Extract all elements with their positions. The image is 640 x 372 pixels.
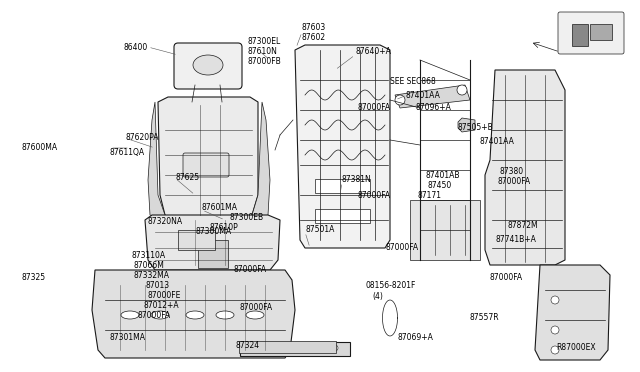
Bar [590,24,612,40]
Circle shape [272,345,278,351]
Text: 87872M: 87872M [508,221,539,230]
Text: 87603: 87603 [302,23,326,32]
Ellipse shape [186,311,204,319]
Circle shape [551,346,559,354]
Text: 87501A: 87501A [305,225,334,234]
Text: 87000FB: 87000FB [248,58,282,67]
Circle shape [312,345,318,351]
Text: 87611QA: 87611QA [110,148,145,157]
Polygon shape [535,265,610,360]
Text: 87401AB: 87401AB [425,170,460,180]
Text: 87066M: 87066M [134,262,165,270]
Bar [315,179,370,193]
Text: 87013: 87013 [145,282,169,291]
Ellipse shape [121,311,139,319]
Text: 87401AA: 87401AA [405,90,440,99]
FancyBboxPatch shape [558,12,624,54]
Polygon shape [485,70,565,265]
Text: 87610P: 87610P [210,224,239,232]
Text: 87324: 87324 [236,340,260,350]
Text: 87610N: 87610N [248,48,278,57]
Text: 87741B+A: 87741B+A [495,235,536,244]
Text: 87380: 87380 [500,167,524,176]
Circle shape [252,345,258,351]
Text: 86400: 86400 [124,42,148,51]
Text: (4): (4) [372,292,383,301]
Text: 87000FA: 87000FA [358,103,391,112]
Polygon shape [178,230,215,250]
Polygon shape [252,102,270,220]
Text: 87012+A: 87012+A [144,301,180,311]
Text: 87000FA: 87000FA [498,177,531,186]
Polygon shape [145,215,280,270]
Text: 87625: 87625 [175,173,199,183]
Circle shape [332,345,338,351]
FancyBboxPatch shape [183,153,229,177]
Polygon shape [295,45,390,248]
Text: 87000FA: 87000FA [358,192,391,201]
Text: 87450: 87450 [428,182,452,190]
Text: R87000EX: R87000EX [556,343,596,353]
Text: 87602: 87602 [302,33,326,42]
Text: 87601MA: 87601MA [202,203,238,212]
Circle shape [551,296,559,304]
Text: 87620PA: 87620PA [125,134,159,142]
Circle shape [395,95,405,105]
Circle shape [551,326,559,334]
Text: 87640+A: 87640+A [355,48,391,57]
Polygon shape [148,102,165,220]
Circle shape [292,345,298,351]
Text: 87000FA: 87000FA [490,273,523,282]
Text: 87381N: 87381N [342,176,372,185]
Text: 87505+B: 87505+B [458,124,493,132]
Text: 87000FA: 87000FA [234,266,267,275]
Polygon shape [92,270,295,358]
Text: 87000FE: 87000FE [148,292,181,301]
FancyBboxPatch shape [239,341,336,353]
Text: 87171: 87171 [418,192,442,201]
Circle shape [457,85,467,95]
Polygon shape [458,118,475,132]
Polygon shape [395,85,470,108]
Text: 87300MA: 87300MA [195,228,231,237]
Bar [572,24,588,46]
Text: 87069+A: 87069+A [398,334,434,343]
Polygon shape [410,200,480,260]
Text: 87332MA: 87332MA [134,272,170,280]
FancyBboxPatch shape [240,342,350,356]
Text: 87300EB: 87300EB [230,214,264,222]
Text: 87401AA: 87401AA [480,138,515,147]
Ellipse shape [193,55,223,75]
Text: 87320NA: 87320NA [148,218,183,227]
Ellipse shape [151,311,169,319]
Ellipse shape [216,311,234,319]
Text: 87301MA: 87301MA [110,334,146,343]
Text: 87000FA: 87000FA [385,244,418,253]
Text: 873110A: 873110A [132,251,166,260]
Text: SEE SEC868: SEE SEC868 [390,77,436,87]
Text: 87096+A: 87096+A [415,103,451,112]
Text: 87000FA: 87000FA [138,311,171,321]
Text: 87000FA: 87000FA [240,304,273,312]
Polygon shape [158,97,258,220]
Text: 87557R: 87557R [470,314,500,323]
Ellipse shape [246,311,264,319]
FancyBboxPatch shape [174,43,242,89]
Text: 87600MA: 87600MA [22,144,58,153]
Text: 87300EL: 87300EL [248,38,281,46]
Text: 08156-8201F: 08156-8201F [366,282,417,291]
Bar [315,209,370,223]
Polygon shape [198,240,228,268]
Text: 87325: 87325 [22,273,46,282]
